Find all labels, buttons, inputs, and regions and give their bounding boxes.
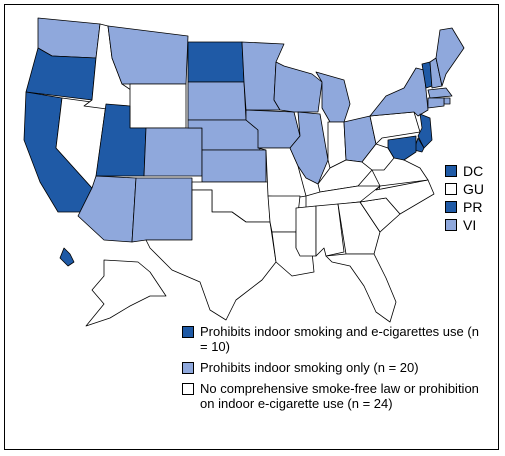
state-south-dakota	[187, 81, 247, 121]
state-washington	[37, 17, 101, 59]
state-wisconsin	[273, 61, 323, 113]
state-maine	[435, 27, 465, 87]
state-kansas	[201, 149, 267, 183]
state-alaska	[85, 259, 167, 327]
state-rhode-island	[443, 97, 451, 105]
territory-gu-swatch	[445, 183, 457, 195]
legend-item-dark: Prohibits indoor smoking and e-cigarette…	[182, 324, 482, 354]
legend: Prohibits indoor smoking and e-cigarette…	[182, 324, 482, 417]
territory-dc: DC	[445, 163, 500, 179]
state-wyoming	[129, 83, 187, 129]
state-michigan	[315, 71, 351, 123]
territory-gu-label: GU	[463, 181, 484, 197]
state-arkansas	[267, 195, 301, 233]
state-mississippi	[295, 205, 317, 257]
state-georgia	[337, 201, 381, 255]
legend-label-light: Prohibits indoor smoking only (n = 20)	[200, 360, 419, 375]
legend-item-light: Prohibits indoor smoking only (n = 20)	[182, 360, 482, 375]
territory-pr-swatch	[445, 201, 457, 213]
state-new-york	[369, 67, 429, 117]
state-massachusetts	[427, 87, 453, 99]
state-connecticut	[427, 97, 445, 109]
territory-dc-swatch	[445, 165, 457, 177]
state-texas	[145, 189, 277, 321]
state-montana	[107, 25, 189, 85]
territory-vi-swatch	[445, 219, 457, 231]
legend-swatch-light	[182, 362, 194, 374]
territory-gu: GU	[445, 181, 500, 197]
territory-dc-label: DC	[463, 163, 484, 179]
state-hawaii	[59, 247, 75, 267]
state-florida	[325, 253, 397, 323]
state-new-mexico	[131, 177, 193, 243]
territory-pr-label: PR	[463, 199, 483, 215]
territory-pr: PR	[445, 199, 500, 215]
state-colorado	[143, 127, 203, 177]
state-illinois	[289, 111, 329, 185]
state-maryland	[387, 135, 417, 161]
state-north-dakota	[187, 41, 245, 83]
legend-label-dark: Prohibits indoor smoking and e-cigarette…	[200, 324, 479, 354]
state-north-carolina	[359, 179, 435, 215]
territory-vi-label: VI	[463, 217, 477, 233]
territory-vi: VI	[445, 217, 500, 233]
legend-label-none: No comprehensive smoke-free law or prohi…	[200, 381, 479, 411]
legend-swatch-none	[182, 383, 194, 395]
legend-swatch-dark	[182, 326, 194, 338]
legend-item-none: No comprehensive smoke-free law or prohi…	[182, 381, 482, 411]
